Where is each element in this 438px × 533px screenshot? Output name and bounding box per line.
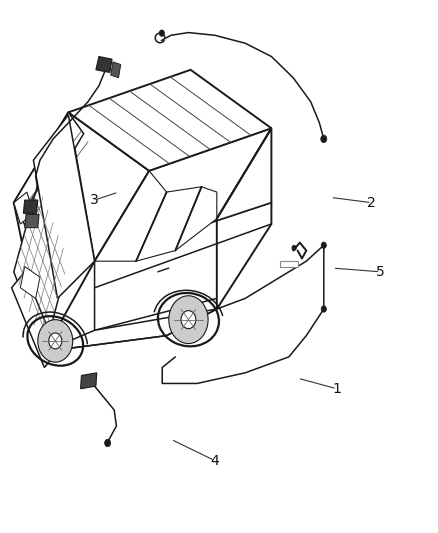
Circle shape [181,311,196,329]
Text: 4: 4 [210,454,219,467]
Circle shape [169,296,208,344]
Circle shape [292,245,296,251]
Circle shape [321,242,326,248]
Polygon shape [14,184,68,352]
Polygon shape [14,112,95,352]
Text: 1: 1 [332,382,341,396]
Polygon shape [136,187,201,261]
Text: 3: 3 [90,193,99,207]
Polygon shape [14,192,33,224]
Polygon shape [14,112,84,229]
Polygon shape [14,112,149,261]
Circle shape [321,306,326,312]
Polygon shape [44,309,217,352]
Polygon shape [25,214,39,228]
Circle shape [105,439,111,447]
Circle shape [38,320,73,362]
Polygon shape [81,373,97,389]
Polygon shape [280,261,297,266]
Circle shape [321,135,327,143]
Polygon shape [23,200,38,213]
Text: 5: 5 [376,265,385,279]
Polygon shape [12,272,57,368]
Polygon shape [175,187,217,251]
Polygon shape [33,115,95,298]
Polygon shape [20,266,40,298]
Circle shape [159,30,164,36]
Polygon shape [96,56,112,72]
Polygon shape [68,70,272,171]
Text: 2: 2 [367,196,376,209]
Polygon shape [95,171,166,261]
Circle shape [49,333,62,349]
Polygon shape [95,128,272,330]
Polygon shape [217,128,272,309]
Polygon shape [111,62,121,78]
